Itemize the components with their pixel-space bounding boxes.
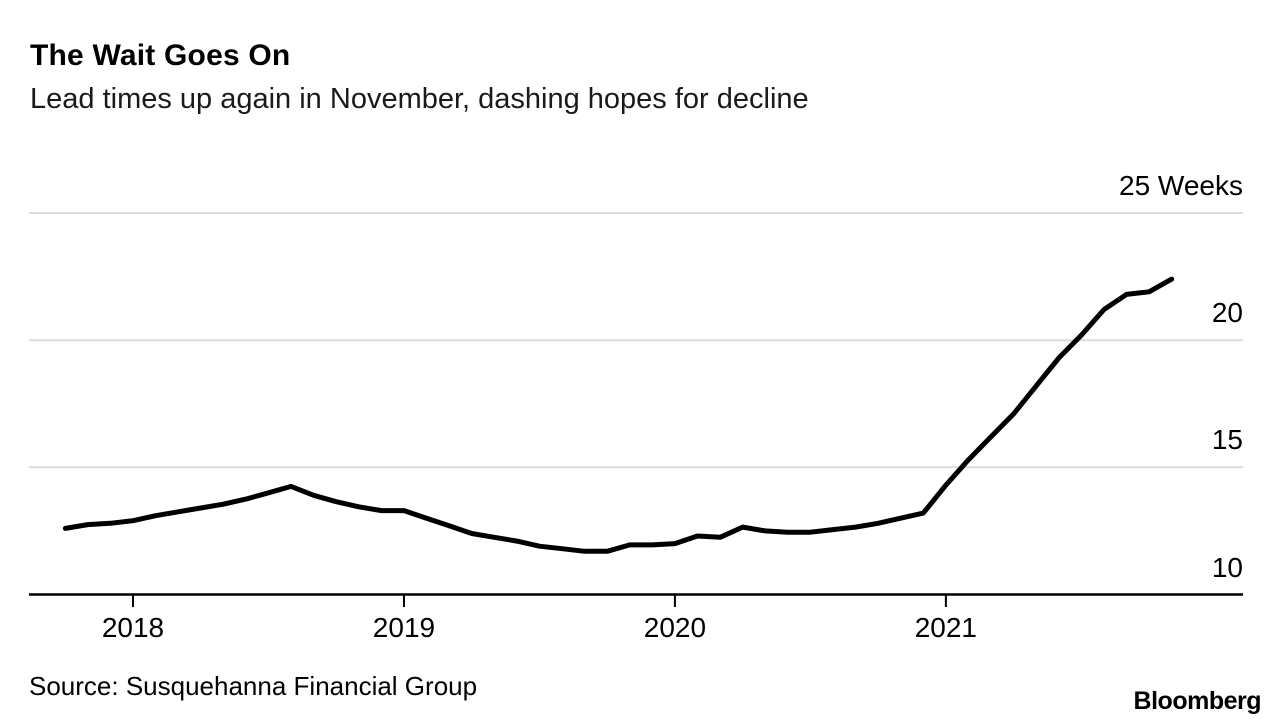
chart-title: The Wait Goes On <box>30 39 291 72</box>
y-tick-label-20: 20 <box>1211 297 1243 329</box>
chart-subtitle: Lead times up again in November, dashing… <box>30 83 809 115</box>
y-tick-label-25: 25 Weeks <box>1119 170 1243 201</box>
x-tick-label-2019: 2019 <box>372 612 436 643</box>
y-tick-label-15: 15 <box>1211 424 1243 456</box>
x-tick-label-2018: 2018 <box>101 612 165 643</box>
x-tick-label-2020: 2020 <box>643 612 707 643</box>
x-tick-label-2021: 2021 <box>914 612 978 643</box>
source-note: Source: Susquehanna Financial Group <box>29 671 478 701</box>
bloomberg-logo: Bloomberg <box>1133 687 1262 715</box>
y-tick-label-10: 10 <box>1211 551 1243 583</box>
lead-time-line-series <box>62 276 1175 554</box>
